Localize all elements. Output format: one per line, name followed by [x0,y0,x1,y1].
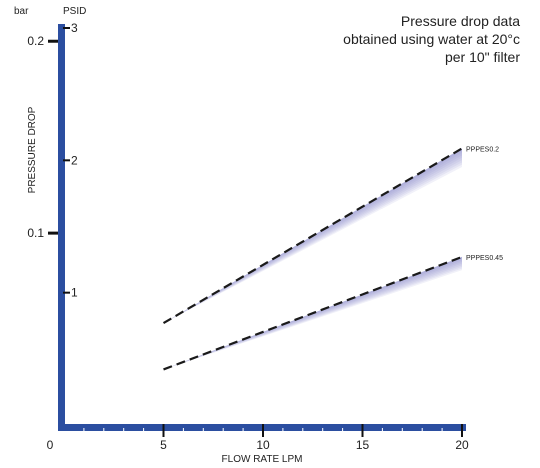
bar-ticks: 0.1 0.2 [27,34,58,240]
y-axis [58,24,65,430]
series-label: PPPES0.45 [466,255,503,262]
psid-tick-label: 2 [71,153,78,167]
x-major-ticks: 0 5 10 15 20 [47,424,469,452]
psid-tick-label: 3 [71,21,78,35]
x-axis-title: FLOW RATE LPM [222,454,303,465]
x-tick-label: 0 [47,438,54,452]
series-labels: PPPES0.2 PPPES0.45 [466,146,503,262]
x-tick-label: 5 [160,438,167,452]
series-lines [162,147,463,371]
x-tick-label: 10 [256,438,270,452]
x-tick-label: 15 [356,438,370,452]
annotation-line-1: Pressure drop data [401,13,520,29]
series-bands [163,148,462,370]
x-minor-ticks [83,428,443,431]
annotation-line-2: obtained using water at 20°c [343,31,520,47]
series-line [162,147,463,325]
psid-tick-label: 1 [71,286,78,300]
bar-unit-label: bar [14,6,29,17]
series-label: PPPES0.2 [466,146,499,153]
bar-tick-label: 0.2 [27,34,44,48]
annotation-line-3: per 10" filter [445,49,520,65]
x-tick-label: 20 [455,438,469,452]
series-line [163,255,463,371]
psid-unit-label: PSID [63,6,86,17]
bar-tick-label: 0.1 [27,226,44,240]
psid-ticks: 1 2 3 [63,21,78,300]
y-axis-title: PRESSURE DROP [27,106,38,193]
